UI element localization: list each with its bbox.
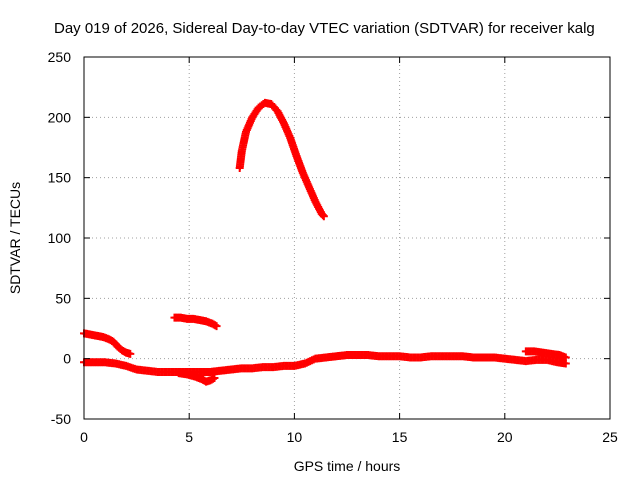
- x-tick-label: 0: [80, 429, 88, 445]
- plot-frame: [83, 56, 611, 420]
- series-arc-dip: [174, 369, 219, 386]
- series-arc-late-bump: [521, 347, 570, 362]
- data-point: [561, 353, 570, 362]
- chart-title: Day 019 of 2026, Sidereal Day-to-day VTE…: [54, 20, 595, 37]
- y-tick-label: 100: [48, 230, 72, 246]
- data-point: [212, 322, 221, 331]
- series-arc-low-base: [80, 351, 570, 376]
- y-tick-label: 250: [48, 49, 72, 65]
- data-point: [126, 349, 135, 358]
- x-tick-label: 25: [602, 429, 618, 445]
- axis-ticks: 0 5 10 15 20 25 -50 0 50 100 150 200 250: [48, 49, 618, 445]
- y-tick-label: -50: [51, 411, 71, 427]
- x-tick-label: 10: [287, 429, 303, 445]
- data-points: [80, 98, 570, 386]
- data-point-fill: [318, 211, 327, 220]
- series-arc-early-high: [80, 329, 135, 358]
- y-tick-label: 200: [48, 109, 72, 125]
- series-arc-mid: [170, 313, 221, 331]
- x-tick-label: 15: [392, 429, 408, 445]
- x-axis-label: GPS time / hours: [294, 458, 401, 474]
- data-point: [210, 373, 219, 382]
- y-tick-label: 0: [63, 351, 71, 367]
- y-tick-label: 50: [55, 290, 71, 306]
- y-axis-label: SDTVAR / TECUs: [7, 182, 23, 294]
- x-tick-label: 20: [497, 429, 513, 445]
- grid-lines: [84, 57, 610, 419]
- data-point: [319, 212, 328, 221]
- series-arc-peak: [235, 98, 328, 221]
- y-tick-label: 150: [48, 170, 72, 186]
- x-tick-label: 5: [185, 429, 193, 445]
